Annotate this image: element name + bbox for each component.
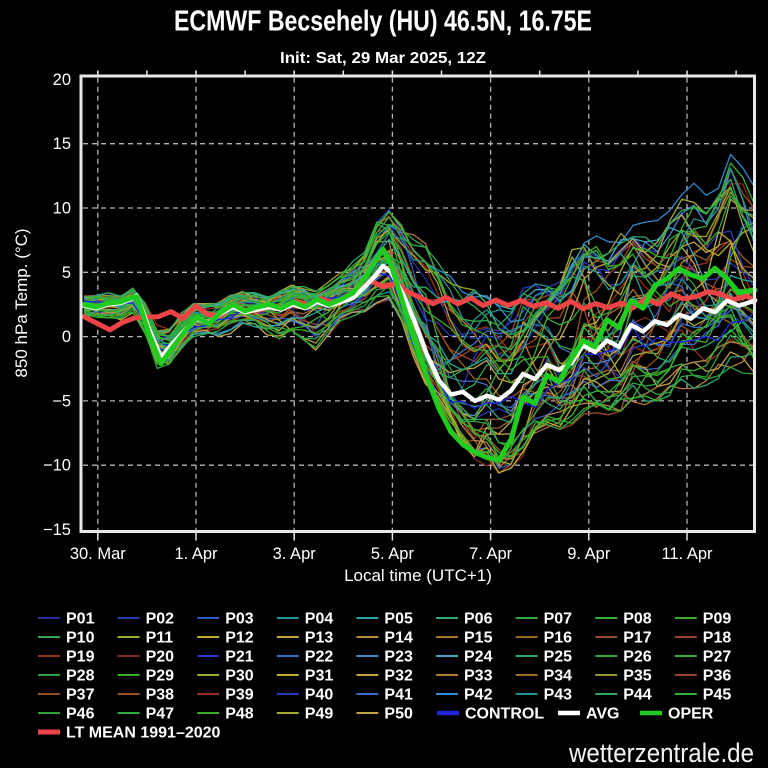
svg-text:P22: P22: [305, 649, 334, 666]
svg-text:1. Apr: 1. Apr: [174, 545, 218, 563]
svg-text:wetterzentrale.de: wetterzentrale.de: [568, 738, 754, 768]
svg-text:P05: P05: [384, 611, 413, 628]
svg-text:850 hPa Temp. (°C): 850 hPa Temp. (°C): [12, 228, 31, 377]
svg-text:P03: P03: [225, 611, 254, 628]
svg-text:P45: P45: [703, 687, 732, 704]
svg-text:P41: P41: [384, 687, 413, 704]
svg-text:P04: P04: [305, 611, 334, 628]
svg-text:P50: P50: [384, 706, 413, 723]
svg-text:P15: P15: [464, 630, 493, 647]
svg-text:5: 5: [62, 264, 71, 282]
svg-text:P10: P10: [66, 630, 95, 647]
svg-text:20: 20: [53, 71, 71, 89]
svg-text:P29: P29: [146, 668, 175, 685]
svg-text:P44: P44: [623, 687, 652, 704]
svg-text:P01: P01: [66, 611, 95, 628]
svg-text:P09: P09: [703, 611, 732, 628]
svg-text:P35: P35: [623, 668, 652, 685]
svg-text:−10: −10: [43, 457, 71, 475]
svg-text:Init: Sat, 29 Mar 2025, 12Z: Init: Sat, 29 Mar 2025, 12Z: [280, 50, 486, 67]
svg-text:−5: −5: [52, 392, 71, 410]
svg-text:P42: P42: [464, 687, 493, 704]
svg-text:P24: P24: [464, 649, 493, 666]
svg-text:P31: P31: [305, 668, 334, 685]
svg-text:P47: P47: [146, 706, 175, 723]
svg-text:5. Apr: 5. Apr: [371, 545, 415, 563]
svg-text:P18: P18: [703, 630, 732, 647]
svg-text:P12: P12: [225, 630, 254, 647]
svg-text:P30: P30: [225, 668, 254, 685]
svg-text:P08: P08: [623, 611, 652, 628]
svg-text:P39: P39: [225, 687, 254, 704]
svg-text:P14: P14: [384, 630, 413, 647]
svg-text:30. Mar: 30. Mar: [70, 545, 126, 563]
svg-text:−15: −15: [43, 521, 71, 539]
svg-text:P21: P21: [225, 649, 254, 666]
svg-text:P33: P33: [464, 668, 493, 685]
svg-text:P13: P13: [305, 630, 334, 647]
svg-text:ECMWF Becsehely (HU) 46.5N, 16: ECMWF Becsehely (HU) 46.5N, 16.75E: [174, 6, 592, 38]
svg-text:P19: P19: [66, 649, 95, 666]
svg-text:CONTROL: CONTROL: [465, 706, 544, 723]
svg-text:OPER: OPER: [668, 706, 714, 723]
svg-text:P37: P37: [66, 687, 95, 704]
svg-text:P49: P49: [305, 706, 334, 723]
svg-text:AVG: AVG: [586, 706, 619, 723]
svg-text:P02: P02: [146, 611, 175, 628]
svg-text:P36: P36: [703, 668, 732, 685]
svg-text:11. Apr: 11. Apr: [661, 545, 713, 563]
svg-text:P34: P34: [544, 668, 573, 685]
svg-text:P38: P38: [146, 687, 175, 704]
svg-text:P25: P25: [544, 649, 573, 666]
svg-text:P46: P46: [66, 706, 95, 723]
svg-text:P20: P20: [146, 649, 175, 666]
svg-text:P48: P48: [225, 706, 254, 723]
svg-text:15: 15: [53, 135, 71, 153]
svg-text:P28: P28: [66, 668, 95, 685]
svg-text:9. Apr: 9. Apr: [567, 545, 611, 563]
svg-text:P11: P11: [146, 630, 174, 647]
svg-text:3. Apr: 3. Apr: [273, 545, 317, 563]
svg-text:P26: P26: [623, 649, 652, 666]
svg-text:P32: P32: [384, 668, 413, 685]
svg-text:P07: P07: [544, 611, 573, 628]
svg-text:P06: P06: [464, 611, 493, 628]
svg-text:LT MEAN 1991–2020: LT MEAN 1991–2020: [66, 725, 221, 742]
svg-text:Local time (UTC+1): Local time (UTC+1): [344, 566, 492, 585]
svg-text:P40: P40: [305, 687, 334, 704]
svg-text:P43: P43: [544, 687, 573, 704]
svg-text:P16: P16: [544, 630, 573, 647]
svg-text:P23: P23: [384, 649, 413, 666]
svg-text:10: 10: [53, 200, 71, 218]
svg-text:7. Apr: 7. Apr: [469, 545, 513, 563]
svg-text:P17: P17: [623, 630, 652, 647]
svg-text:0: 0: [62, 328, 71, 346]
svg-text:P27: P27: [703, 649, 732, 666]
